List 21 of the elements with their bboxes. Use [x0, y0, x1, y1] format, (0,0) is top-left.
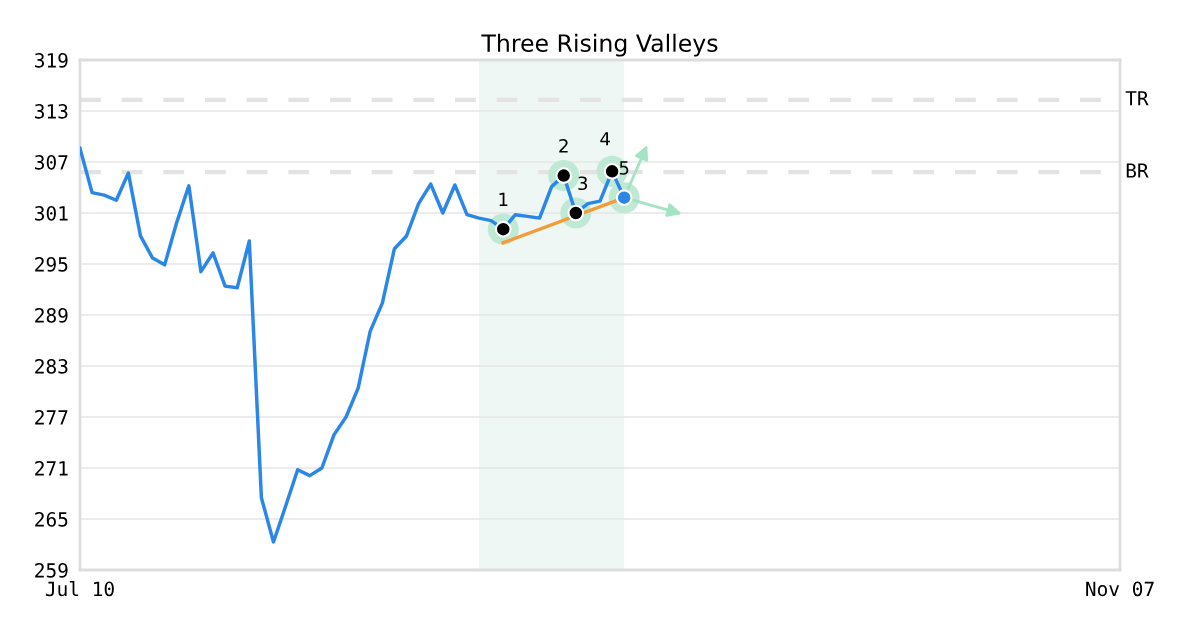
y-tick-label: 265 — [35, 512, 68, 527]
annotation: 4 — [600, 132, 610, 146]
y-tick-label: 283 — [35, 359, 68, 374]
chart-title: Three Rising Valleys — [481, 33, 718, 57]
ref-line-label: TR — [1125, 91, 1149, 106]
y-tick-label: 271 — [35, 461, 68, 476]
ref-line-label: BR — [1126, 163, 1149, 178]
y-tick-label: 259 — [35, 563, 68, 578]
y-tick-label: 277 — [35, 410, 68, 425]
x-tick-label: Jul 10 — [45, 581, 114, 597]
y-tick-label: 301 — [35, 206, 68, 221]
annotation: 5 — [619, 161, 629, 175]
x-tick-label: Nov 07 — [1086, 581, 1154, 597]
y-tick-label: 319 — [35, 53, 68, 68]
annotation: 2 — [559, 139, 568, 153]
y-tick-label: 313 — [35, 104, 68, 119]
annotation: 1 — [499, 192, 508, 206]
annotation: 3 — [578, 176, 588, 191]
y-tick-label: 295 — [35, 257, 68, 272]
y-tick-label: 289 — [35, 308, 68, 323]
y-tick-label: 307 — [35, 155, 68, 170]
